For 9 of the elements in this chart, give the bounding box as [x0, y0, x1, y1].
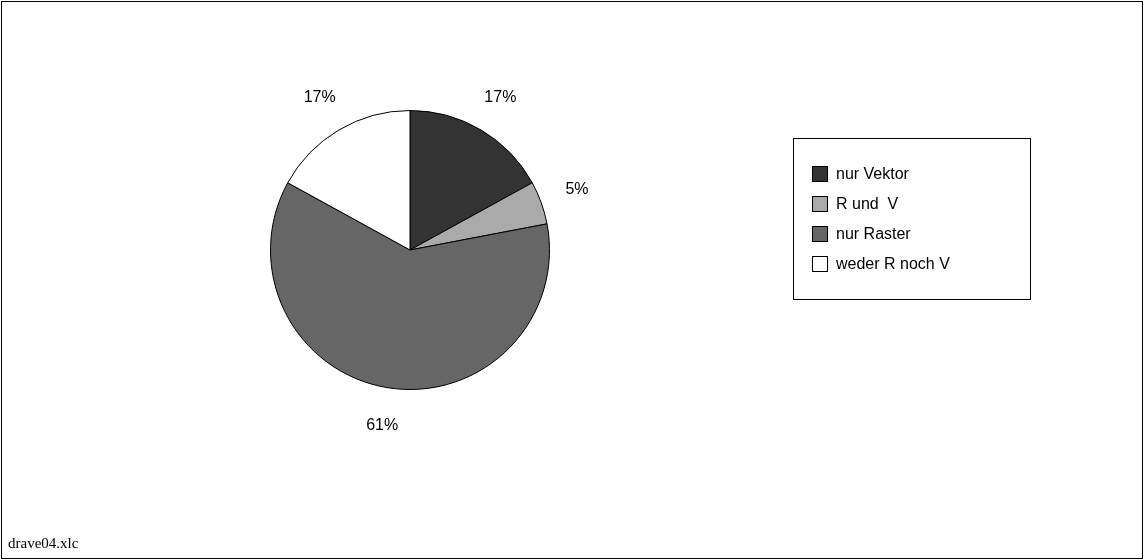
data-label: 5% [565, 180, 589, 198]
data-label: 61% [366, 415, 399, 433]
data-label: 17% [484, 87, 517, 105]
text: drave04.xlc [8, 535, 79, 552]
legend-label: R und V [836, 195, 899, 213]
data-label: 17% [303, 87, 336, 105]
legend-label: nur Raster [836, 225, 911, 243]
legend-label: weder R noch V [836, 255, 950, 273]
legend-label: nur Vektor [836, 165, 909, 183]
